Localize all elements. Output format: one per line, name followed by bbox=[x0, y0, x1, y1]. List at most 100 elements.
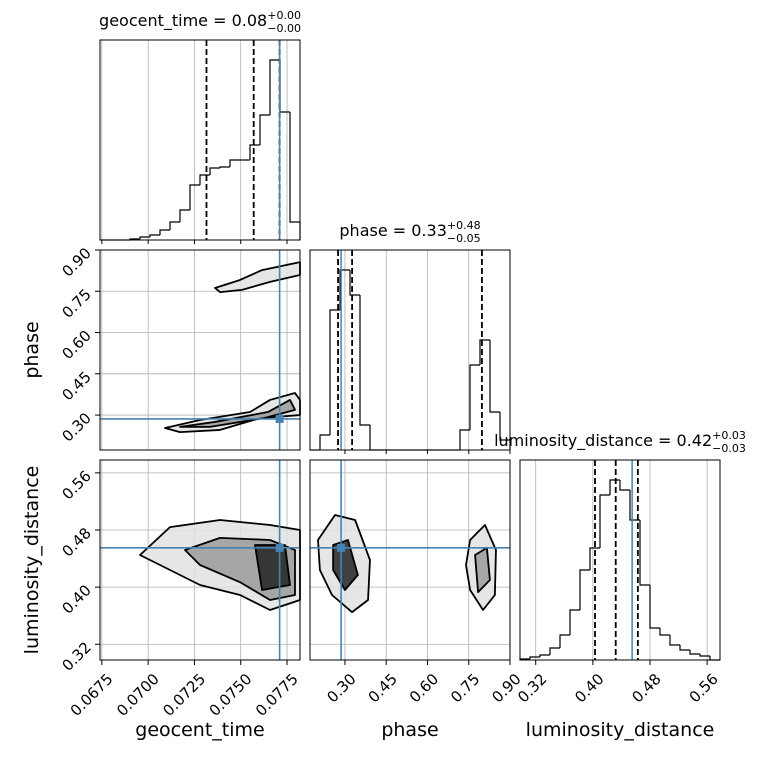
x-axis-label: luminosity_distance bbox=[526, 719, 715, 741]
x-axis-label: phase bbox=[381, 719, 438, 741]
title-lower: −0.00 bbox=[267, 22, 301, 35]
histogram-step bbox=[689, 650, 700, 655]
panel: geocent_time = 0.08+0.00 −0.00 bbox=[99, 9, 301, 244]
x-tick-label: 0.40 bbox=[571, 670, 607, 706]
panel-title: geocent_time = 0.08+0.00 −0.00 bbox=[99, 9, 301, 35]
histogram-step bbox=[359, 295, 370, 426]
histogram-step bbox=[569, 609, 580, 635]
histogram-step bbox=[279, 60, 290, 113]
y-tick-label: 0.30 bbox=[58, 409, 94, 445]
histogram-step bbox=[329, 309, 340, 435]
histogram-step bbox=[369, 425, 380, 451]
histogram-step bbox=[489, 340, 500, 413]
histogram-step bbox=[139, 236, 150, 239]
panel-frame bbox=[99, 249, 301, 451]
histogram-step bbox=[289, 112, 300, 223]
histogram-step bbox=[469, 364, 480, 430]
x-tick-label: 0.75 bbox=[447, 670, 483, 706]
histogram-step bbox=[529, 656, 540, 659]
x-tick-label: 0.0675 bbox=[67, 670, 117, 720]
title-main: geocent_time = 0.08 bbox=[99, 11, 267, 31]
panel-frame bbox=[519, 459, 721, 661]
x-axis-label: geocent_time bbox=[135, 719, 264, 741]
panel: luminosity_distance = 0.42+0.03 −0.03 0.32… bbox=[494, 429, 746, 741]
contour bbox=[474, 546, 491, 594]
panel-frame bbox=[309, 249, 511, 451]
title-upper: +0.03 bbox=[712, 429, 746, 442]
title-lower: −0.05 bbox=[447, 232, 481, 245]
histogram-step bbox=[219, 166, 230, 168]
title-upper: +0.48 bbox=[447, 219, 481, 232]
panel: 0.06750.07000.07250.07500.0775geocent_ti… bbox=[21, 459, 302, 741]
histogram-step bbox=[149, 234, 160, 237]
histogram-step bbox=[709, 656, 720, 661]
truth-marker bbox=[275, 543, 284, 552]
histogram-step bbox=[599, 494, 610, 548]
histogram-step bbox=[179, 209, 190, 222]
x-tick-label: 0.0750 bbox=[206, 670, 256, 720]
panel: phase = 0.33+0.48 −0.05 bbox=[309, 219, 511, 454]
histogram-step bbox=[479, 339, 490, 365]
histogram-step bbox=[619, 480, 630, 491]
histogram-step bbox=[209, 167, 220, 175]
truth-marker bbox=[337, 543, 346, 552]
histogram-step bbox=[559, 634, 570, 648]
title-main: luminosity_distance = 0.42 bbox=[494, 431, 712, 451]
histogram-step bbox=[159, 229, 170, 235]
histogram-step bbox=[699, 654, 710, 657]
histogram-step bbox=[669, 635, 680, 646]
histogram-step bbox=[579, 569, 590, 610]
histogram-step bbox=[589, 547, 600, 570]
y-tick-label: 0.45 bbox=[58, 368, 94, 404]
histogram-step bbox=[649, 585, 660, 629]
histogram-step bbox=[539, 654, 550, 657]
title-main: phase = 0.33 bbox=[339, 221, 446, 240]
contour bbox=[179, 399, 296, 428]
histogram-step bbox=[229, 159, 240, 167]
histogram-step bbox=[639, 520, 650, 586]
contour bbox=[254, 544, 291, 591]
histogram-step bbox=[319, 434, 330, 450]
y-axis-label: luminosity_distance bbox=[21, 466, 43, 655]
x-tick-label: 0.60 bbox=[406, 670, 442, 706]
x-tick-label: 0.45 bbox=[365, 670, 401, 706]
y-axis-label: phase bbox=[21, 321, 43, 378]
x-tick-label: 0.56 bbox=[686, 670, 722, 706]
histogram-step bbox=[499, 412, 510, 441]
y-tick-label: 0.60 bbox=[58, 327, 94, 363]
histogram-step bbox=[189, 184, 200, 210]
x-tick-label: 0.0775 bbox=[252, 670, 302, 720]
x-tick-label: 0.48 bbox=[628, 670, 664, 706]
histogram-step bbox=[249, 144, 260, 160]
y-tick-label: 0.48 bbox=[58, 524, 94, 560]
title-upper: +0.00 bbox=[267, 9, 301, 22]
histogram-step bbox=[629, 490, 640, 521]
y-tick-label: 0.40 bbox=[58, 581, 94, 617]
panel: 0.30 0.45 0.60 0.75 0.90 phase bbox=[21, 244, 301, 451]
panel-title: luminosity_distance = 0.42+0.03 −0.03 bbox=[494, 429, 746, 455]
y-tick-label: 0.90 bbox=[58, 244, 94, 280]
y-tick-label: 0.75 bbox=[58, 285, 94, 321]
panel-frame bbox=[99, 39, 301, 241]
histogram-step bbox=[609, 479, 620, 495]
histogram-step bbox=[349, 270, 360, 296]
title-lower: −0.03 bbox=[712, 442, 746, 455]
histogram-step bbox=[199, 174, 210, 185]
histogram-step bbox=[259, 114, 270, 145]
histogram-step bbox=[269, 59, 280, 115]
x-tick-label: 0.0725 bbox=[159, 670, 209, 720]
contour bbox=[332, 539, 359, 591]
histogram-step bbox=[339, 269, 350, 310]
truth-marker bbox=[275, 414, 284, 423]
histogram-step bbox=[679, 645, 690, 651]
panel-frame bbox=[309, 459, 511, 661]
panel-title: phase = 0.33+0.48 −0.05 bbox=[339, 219, 480, 245]
histogram-step bbox=[549, 647, 560, 655]
histogram-step bbox=[459, 429, 470, 450]
panel-frame bbox=[99, 459, 301, 661]
histogram-step bbox=[659, 628, 670, 636]
x-tick-label: 0.30 bbox=[323, 670, 359, 706]
x-tick-label: 0.32 bbox=[514, 670, 550, 706]
